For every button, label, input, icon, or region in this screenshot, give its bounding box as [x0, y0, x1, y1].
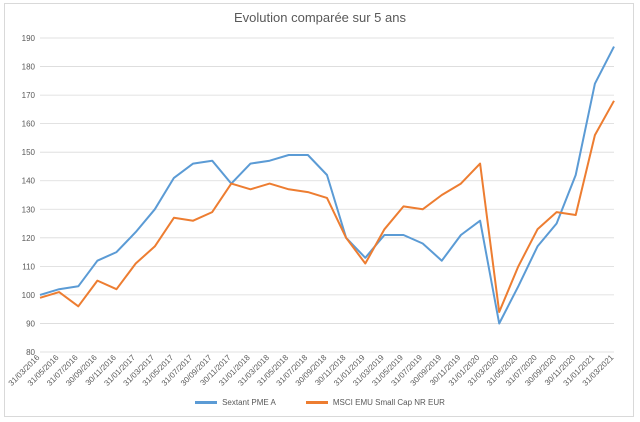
chart-legend: Sextant PME A MSCI EMU Small Cap NR EUR — [0, 398, 640, 407]
y-tick-label: 140 — [22, 177, 36, 186]
series-line-1 — [39, 46, 615, 325]
legend-label: MSCI EMU Small Cap NR EUR — [332, 398, 445, 407]
series-line-2 — [39, 100, 615, 313]
y-tick-label: 110 — [22, 262, 35, 271]
series-lines — [39, 46, 615, 325]
chart-title: Evolution comparée sur 5 ans — [234, 10, 406, 25]
y-tick-label: 190 — [22, 34, 36, 43]
y-tick-label: 100 — [22, 291, 36, 300]
y-tick-label: 150 — [22, 148, 36, 157]
y-tick-label: 120 — [22, 234, 36, 243]
gridlines — [40, 37, 614, 353]
legend-swatch — [195, 401, 218, 404]
y-tick-label: 80 — [26, 348, 35, 357]
y-axis-ticks: 80 90 100 110 120 130 140 150 160 170 180 190 — [22, 34, 36, 357]
y-tick-label: 130 — [22, 205, 36, 214]
y-tick-label: 180 — [22, 63, 36, 72]
chart-frame — [4, 3, 634, 417]
y-tick-label: 90 — [26, 319, 35, 328]
legend-item-1: Sextant PME A — [195, 398, 276, 407]
legend-swatch — [305, 401, 328, 404]
y-tick-label: 160 — [22, 120, 36, 129]
x-axis-ticks: 31/03/201631/05/201631/07/201630/09/2016… — [7, 353, 616, 388]
legend-label: Sextant PME A — [222, 398, 276, 407]
legend-item-2: MSCI EMU Small Cap NR EUR — [305, 398, 445, 407]
y-tick-label: 170 — [22, 91, 36, 100]
